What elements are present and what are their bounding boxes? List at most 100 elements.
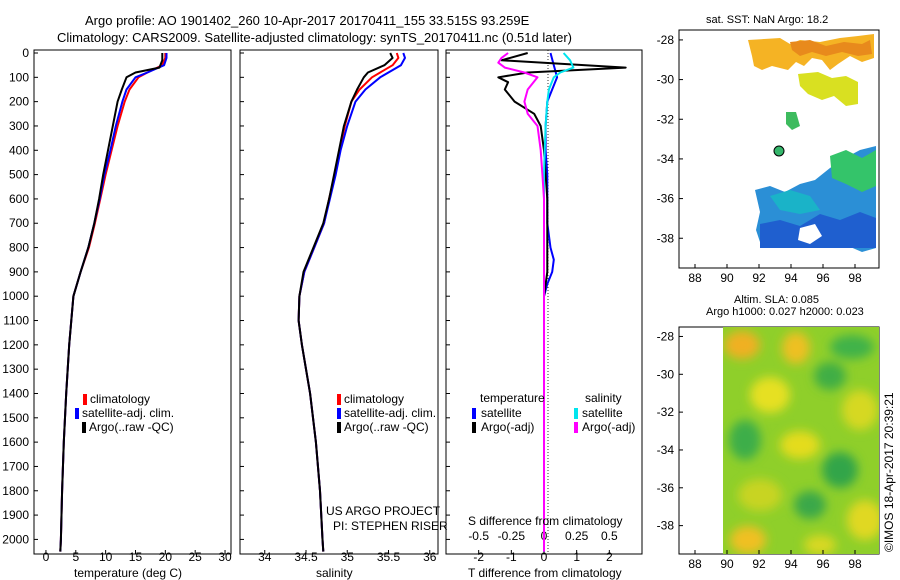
map-lat-tick-label: -30 [657, 367, 675, 381]
map-lat-tick-label: -34 [657, 152, 675, 166]
sst-yellow-patch [798, 72, 858, 106]
sla-blob [780, 431, 820, 459]
depth-tick-label: 1200 [2, 338, 29, 352]
legend-label-t-satellite: satellite [481, 406, 522, 420]
depth-tick-label: 1800 [2, 484, 29, 498]
legend-swatch-climatology [337, 394, 341, 405]
t-diff-axis-tick-label: 1 [573, 550, 580, 564]
legend-label-climatology: climatology [344, 392, 404, 406]
temperature-axis-tick-label: 30 [218, 550, 232, 564]
legend-label-t-argo: Argo(-adj) [481, 420, 534, 434]
legend-swatch-t-argo [472, 422, 476, 433]
sla-blob [794, 491, 826, 519]
salinity-axis-tick-label: 34 [258, 550, 272, 564]
sla-map-title-1: Altim. SLA: 0.085 [734, 294, 819, 306]
legend-swatch-satellite [337, 408, 341, 419]
legend-swatch-argo [82, 422, 86, 433]
difference-line-sargoadj [497, 52, 545, 552]
sla-blob [782, 332, 810, 364]
salinity-axis-tick-label: 36 [423, 550, 437, 564]
depth-tick-label: 1900 [2, 508, 29, 522]
t-diff-axis-tick-label: -2 [473, 550, 484, 564]
map-lon-tick-label: 92 [752, 271, 766, 285]
map-lat-tick-label: -36 [657, 192, 675, 206]
sst-green-patch [830, 150, 876, 192]
depth-tick-label: 1500 [2, 411, 29, 425]
map-lat-tick-label: -38 [657, 519, 675, 533]
sla-blob [729, 420, 761, 460]
legend-label-argo: Argo(..raw -QC) [89, 420, 174, 434]
t-diff-axis-tick-label: -1 [506, 550, 517, 564]
sst-field [748, 34, 876, 252]
depth-tick-label: 1000 [2, 289, 29, 303]
sla-blobs [724, 331, 879, 554]
t-diff-axis-tick-label: 2 [606, 550, 613, 564]
sla-blob [842, 390, 878, 430]
sla-blob [830, 335, 874, 359]
sla-blob [724, 331, 760, 359]
depth-tick-label: 600 [9, 192, 29, 206]
s-diff-tick-label: -0.5 [468, 529, 489, 543]
temperature-axis-tick-label: 20 [159, 550, 173, 564]
map-lon-tick-label: 96 [816, 557, 830, 571]
temperature-legend: climatology satellite-adj. clim. Argo(..… [75, 392, 174, 434]
legend-swatch-t-satellite [472, 408, 476, 419]
salinity-line-argorawqc [297, 52, 394, 552]
map-lon-tick-label: 90 [720, 557, 734, 571]
sla-blob [730, 526, 766, 554]
legend-label-climatology: climatology [90, 392, 150, 406]
header-line-2: Climatology: CARS2009. Satellite-adjuste… [57, 30, 572, 45]
s-diff-tick-label: 0.5 [601, 529, 618, 543]
s-diff-tick-label: -0.25 [498, 529, 526, 543]
sst-map-title: sat. SST: NaN Argo: 18.2 [706, 14, 829, 26]
legend-swatch-argo [337, 422, 341, 433]
legend-label-satellite: satellite-adj. clim. [344, 406, 436, 420]
map-lon-tick-label: 88 [688, 271, 702, 285]
difference-legend: temperature salinity satellite Argo(-adj… [472, 391, 635, 434]
sst-teal-patch [770, 190, 820, 214]
map-lat-tick-label: -30 [657, 73, 675, 87]
sla-blob [804, 535, 836, 554]
depth-tick-label: 1100 [3, 314, 29, 328]
sla-blob [822, 452, 858, 488]
depth-tick-label: 1400 [2, 386, 29, 400]
depth-tick-label: 200 [9, 95, 29, 109]
temperature-axis-tick-label: 15 [129, 550, 143, 564]
map-lon-tick-label: 94 [784, 557, 798, 571]
temperature-axis-label: temperature (deg C) [74, 566, 182, 580]
map-lon-tick-label: 94 [784, 271, 798, 285]
sla-blob [814, 362, 846, 390]
legend-title-salinity: salinity [585, 391, 622, 405]
temperature-axis-tick-label: 10 [99, 550, 113, 564]
legend-swatch-s-satellite [574, 408, 578, 419]
t-diff-axis-tick-label: 0 [541, 550, 548, 564]
legend-title-temperature: temperature [480, 391, 545, 405]
depth-axis: 0 100 200 300 400 500 600 700 800 900 1000 1100 1200… [2, 46, 450, 546]
sst-warm-patch-2 [790, 40, 872, 56]
depth-tick-label: 1700 [2, 459, 29, 473]
sla-blob [750, 377, 790, 413]
map-lon-tick-label: 88 [688, 557, 702, 571]
s-difference-axis-label: S difference from climatology [468, 514, 623, 528]
map-lat-tick-label: -28 [657, 33, 675, 47]
sla-map-title-2: Argo h1000: 0.027 h2000: 0.023 [706, 306, 864, 318]
temperature-axis-tick-label: 0 [43, 550, 50, 564]
map-lat-tick-label: -36 [657, 481, 675, 495]
profile-series [59, 52, 627, 552]
depth-tick-label: 900 [9, 265, 29, 279]
salinity-panel [239, 49, 439, 555]
project-annotation-1: US ARGO PROJECT [326, 504, 441, 518]
legend-swatch-s-argo [574, 422, 578, 433]
argo-position-marker [773, 145, 785, 157]
sla-blob [847, 500, 879, 540]
legend-label-s-satellite: satellite [582, 406, 623, 420]
x-axes: 0 5 10 15 20 25 30 34 34.5 35 35.5 36 -2 -1 0 1 2 -0.5 -0.… [43, 529, 618, 564]
map-lon-tick-label: 98 [848, 271, 862, 285]
salinity-axis-tick-label: 35.5 [377, 550, 401, 564]
depth-tick-label: 100 [9, 70, 29, 84]
t-difference-axis-label: T difference from climatology [468, 566, 622, 580]
depth-tick-label: 500 [9, 168, 29, 182]
map-lon-tick-label: 98 [848, 557, 862, 571]
map-lon-tick-label: 96 [816, 271, 830, 285]
